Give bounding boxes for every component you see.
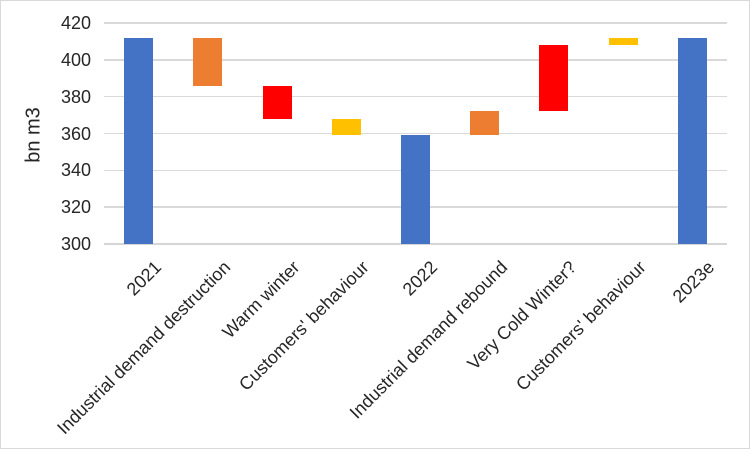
gridline [104,59,727,61]
category-label-0: 2021 [122,257,165,300]
gridline [104,132,727,135]
bar-decrease-1 [193,37,223,86]
bar-total-8 [677,37,707,244]
y-tick-label: 320 [60,197,91,218]
bar-increase-6 [539,45,569,112]
category-label-3: Customers' behaviour [234,257,373,395]
x-axis-line [104,243,727,246]
bar-total-0 [124,37,154,244]
bar-decrease-2 [262,85,292,119]
bar-increase-7 [608,37,638,46]
category-label-4: 2022 [399,257,442,300]
category-label-8: 2023e [668,257,719,307]
y-tick-label: 340 [60,160,91,181]
y-tick-label: 360 [60,123,91,144]
y-tick-label: 380 [60,86,91,107]
y-tick-label: 420 [60,13,91,33]
bar-decrease-3 [331,118,361,136]
y-tick-label: 300 [60,234,91,254]
gridline [104,95,727,98]
gridline [104,22,727,24]
bar-total-4 [401,135,430,244]
category-label-7: Customers' behaviour [511,257,650,395]
bar-increase-5 [470,111,500,136]
y-tick-label: 400 [60,49,91,70]
